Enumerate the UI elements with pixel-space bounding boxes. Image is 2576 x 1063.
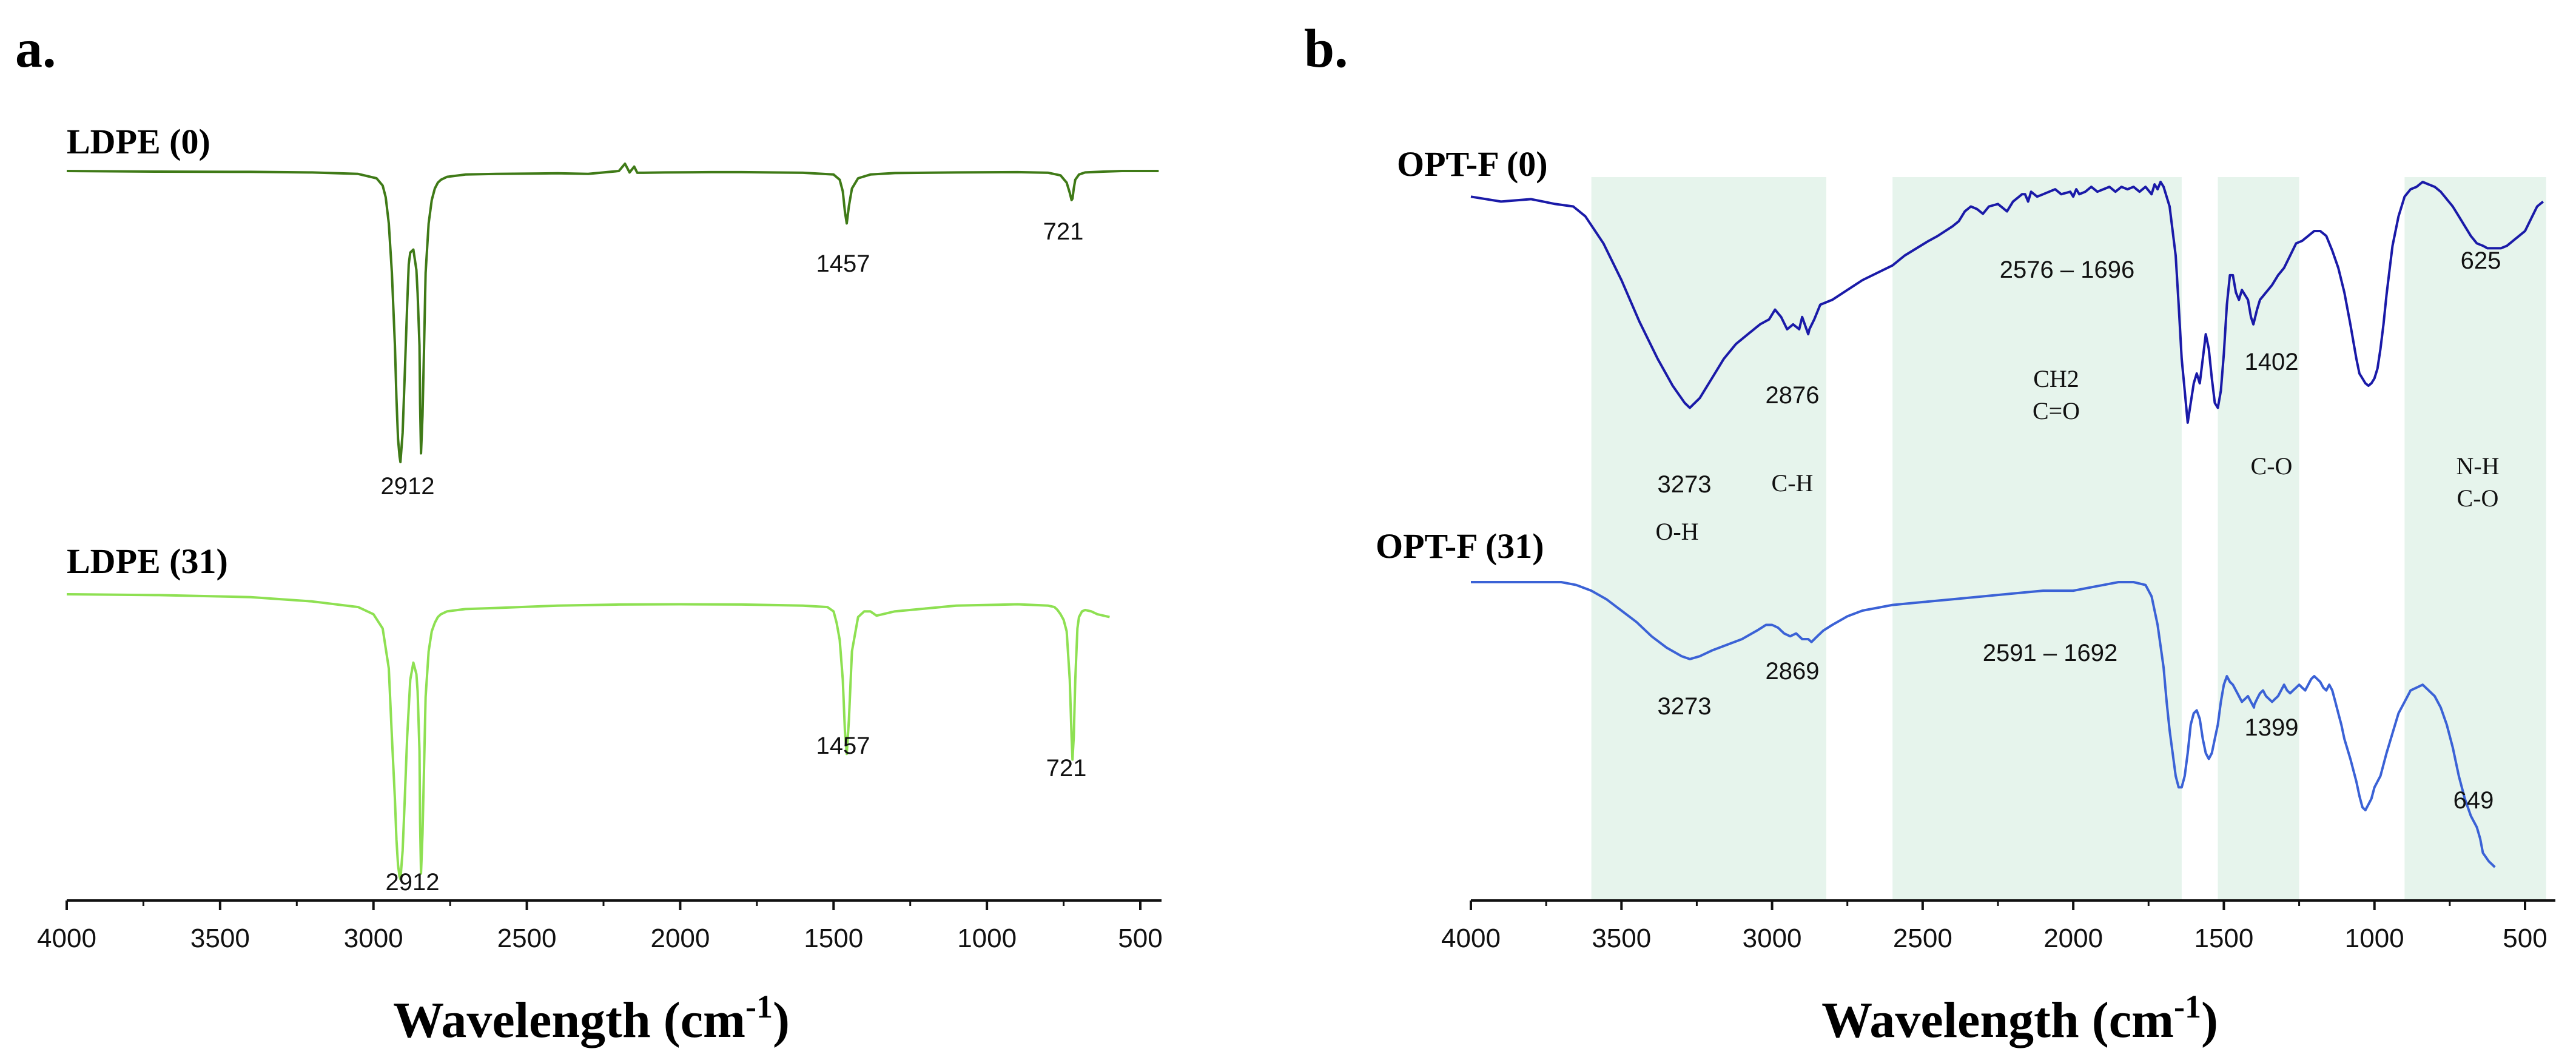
highlight-band xyxy=(2218,177,2299,900)
panel-a: a. LDPE (0) LDPE (31) 2912 1457 721 2912 145… xyxy=(15,19,1163,1048)
series-label-ldpe-31: LDPE (31) xyxy=(67,542,228,581)
band-label: CH2 xyxy=(2033,365,2079,392)
panel-b-xlabel-sup: -1 xyxy=(2174,988,2201,1025)
peak-label: 2591 – 1692 xyxy=(1983,640,2117,666)
series-line-2 xyxy=(66,593,1110,880)
panel-b-xlabel-close: ) xyxy=(2201,992,2218,1048)
highlight-band xyxy=(1591,177,1826,900)
x-tick-label: 4000 xyxy=(37,924,96,953)
peak-label: 2912 xyxy=(386,869,440,896)
panel-a-xlabel-close: ) xyxy=(773,992,790,1048)
x-tick-label: 1000 xyxy=(2345,924,2404,953)
panel-a-xlabel-text: Wavelength (cm xyxy=(393,992,745,1048)
band-label: C-O xyxy=(2251,452,2293,480)
panel-b-x-axis-title: Wavelength (cm-1) xyxy=(1821,988,2218,1048)
highlight-band xyxy=(2404,177,2546,900)
band-label: O-H xyxy=(1655,518,1698,545)
peak-label: 2869 xyxy=(1766,658,1820,685)
x-tick-label: 1500 xyxy=(2194,924,2253,953)
x-tick-label: 3500 xyxy=(190,924,250,953)
peak-label: 721 xyxy=(1043,218,1084,245)
x-tick-label: 2500 xyxy=(497,924,557,953)
peak-label: 1457 xyxy=(816,733,870,759)
peak-label: 1399 xyxy=(2245,714,2299,741)
panel-b-x-ticks: 4000 3500 3000 2500 2000 1500 1000 500 xyxy=(1441,900,2547,953)
panel-a-letter: a. xyxy=(15,19,56,79)
highlight-band xyxy=(1892,177,2182,900)
peak-label: 1402 xyxy=(2245,349,2299,375)
x-tick-label: 1000 xyxy=(957,924,1017,953)
peak-label: 2876 xyxy=(1766,382,1820,409)
peak-label: 625 xyxy=(2461,247,2501,274)
series-label-ldpe-0: LDPE (0) xyxy=(67,122,210,161)
band-label: C=O xyxy=(2033,397,2080,424)
x-tick-label: 500 xyxy=(2503,924,2547,953)
x-tick-label: 3500 xyxy=(1592,924,1651,953)
panel-a-spectra xyxy=(66,163,1159,880)
band-label: N-H xyxy=(2456,452,2499,480)
peak-label: 649 xyxy=(2453,787,2494,814)
panel-b-spectra xyxy=(1470,181,2544,868)
series-line-2 xyxy=(1471,581,2496,868)
series-label-optf-0: OPT-F (0) xyxy=(1397,144,1548,184)
series-line-1 xyxy=(1470,181,2544,424)
band-label: C-H xyxy=(1772,469,1814,497)
panel-b-peak-labels: 3273 2876 2576 – 1696 1402 625 3273 2869 2591 –… xyxy=(1658,247,2501,814)
x-tick-label: 3000 xyxy=(1743,924,1802,953)
peak-label: 3273 xyxy=(1658,693,1712,720)
series-label-optf-31: OPT-F (31) xyxy=(1376,526,1544,566)
panel-b: b. OPT-F (0) OPT-F (31) 3273 2876 2576 – 1… xyxy=(1304,19,2555,1048)
panel-b-highlight-bands xyxy=(1591,177,2546,900)
x-tick-label: 500 xyxy=(1118,924,1162,953)
peak-label: 721 xyxy=(1046,755,1087,782)
x-tick-label: 4000 xyxy=(1441,924,1501,953)
band-label: C-O xyxy=(2457,485,2499,512)
panel-b-xlabel-text: Wavelength (cm xyxy=(1821,992,2174,1048)
panel-b-letter: b. xyxy=(1304,19,1348,79)
peak-label: 2912 xyxy=(381,473,435,500)
panel-a-xlabel-sup: -1 xyxy=(745,988,773,1025)
series-line-1 xyxy=(66,163,1159,463)
x-tick-label: 2000 xyxy=(650,924,710,953)
x-tick-label: 1500 xyxy=(804,924,863,953)
panel-a-x-axis-title: Wavelength (cm-1) xyxy=(393,988,790,1048)
peak-label: 3273 xyxy=(1658,471,1712,498)
peak-label: 2576 – 1696 xyxy=(2000,257,2134,283)
peak-label: 1457 xyxy=(816,250,870,277)
x-tick-label: 2000 xyxy=(2043,924,2103,953)
panel-b-band-labels: O-H C-H CH2 C=O C-O N-H C-O xyxy=(1655,365,2499,545)
x-tick-label: 3000 xyxy=(344,924,403,953)
x-tick-label: 2500 xyxy=(1893,924,1952,953)
panel-a-peak-labels: 2912 1457 721 2912 1457 721 xyxy=(381,218,1087,896)
panel-a-x-ticks: 4000 3500 3000 2500 2000 1500 1000 500 xyxy=(37,900,1163,953)
